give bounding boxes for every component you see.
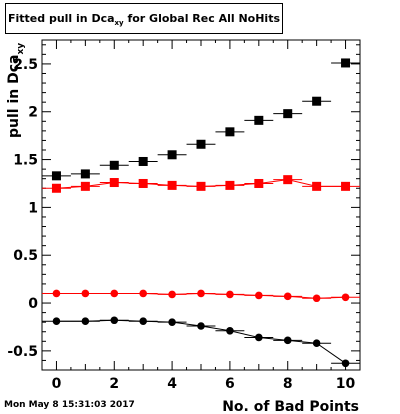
y-tick-label: 2 — [28, 105, 38, 121]
data-point — [255, 333, 263, 342]
data-point — [109, 160, 119, 170]
data-point — [283, 175, 293, 185]
series-0 — [42, 58, 360, 181]
data-point — [52, 289, 61, 298]
x-tick-label: 2 — [109, 376, 119, 392]
x-tick-label: 4 — [167, 376, 177, 392]
y-axis-label-sub: xy — [16, 43, 26, 55]
x-tick-label: 0 — [52, 376, 62, 392]
axis-ticks — [42, 40, 360, 370]
data-point — [283, 292, 292, 301]
x-axis-label: No. of Bad Points — [222, 399, 359, 414]
data-point — [168, 290, 176, 299]
data-point — [139, 289, 147, 298]
y-tick-label: -0.5 — [7, 344, 38, 360]
data-point — [167, 150, 177, 160]
series-1 — [42, 175, 360, 193]
series-2 — [42, 289, 360, 303]
data-point — [110, 289, 119, 298]
chart-title-rest: for Global Rec All NoHits — [123, 12, 280, 25]
x-tick-label: 10 — [336, 376, 356, 392]
y-tick-label: 1 — [28, 200, 38, 216]
data-point — [312, 294, 321, 303]
data-point — [80, 169, 90, 179]
data-point — [255, 291, 263, 300]
data-point — [138, 178, 148, 188]
data-point — [51, 171, 61, 181]
data-marks — [42, 58, 360, 368]
data-point — [197, 322, 205, 330]
data-point — [283, 109, 293, 119]
data-point — [312, 181, 322, 191]
data-point — [254, 115, 264, 125]
data-point — [341, 58, 351, 68]
data-point — [109, 178, 119, 188]
data-point — [138, 156, 148, 166]
data-point — [52, 317, 61, 326]
data-point — [81, 317, 90, 326]
data-point — [226, 326, 234, 335]
data-point — [110, 316, 119, 325]
data-point — [196, 181, 206, 191]
data-point — [226, 290, 234, 299]
data-point — [341, 181, 351, 191]
y-tick-label: 1.5 — [13, 153, 38, 169]
series-3 — [42, 316, 360, 368]
chart-title: Fitted pull in Dcaxy for Global Rec All … — [6, 12, 282, 27]
y-tick-label: 2.5 — [13, 57, 38, 73]
data-point — [51, 183, 61, 193]
data-point — [225, 127, 235, 137]
chart-title-sub: xy — [114, 19, 124, 27]
data-point — [81, 289, 90, 298]
y-axis-label: pull in Dcaxy — [6, 43, 26, 138]
data-point — [312, 96, 322, 106]
data-point — [254, 178, 264, 188]
data-point — [139, 317, 147, 326]
x-tick-label: 6 — [225, 376, 235, 392]
data-point — [283, 336, 292, 345]
chart-title-box: Fitted pull in Dcaxy for Global Rec All … — [5, 3, 283, 34]
plot-frame — [41, 39, 361, 371]
data-point — [80, 181, 90, 191]
timestamp-label: Mon May 8 15:31:03 2017 — [4, 400, 135, 410]
data-point — [341, 293, 350, 302]
data-point — [197, 289, 205, 298]
y-tick-label: 0 — [28, 296, 38, 312]
data-point — [167, 180, 177, 190]
y-axis-label-main: pull in Dca — [6, 55, 22, 138]
data-point — [312, 339, 321, 348]
y-tick-label: 0.5 — [13, 248, 38, 264]
x-tick-label: 8 — [283, 376, 293, 392]
data-point — [341, 359, 350, 368]
data-point — [196, 139, 206, 149]
data-point — [225, 180, 235, 190]
axis-tick-labels: 0 2 4 6 8 10 -0.5 0 0.5 1 1.5 2 2.5 — [7, 57, 355, 392]
chart-title-main: Fitted pull in Dca — [7, 12, 115, 25]
data-point — [168, 318, 176, 326]
